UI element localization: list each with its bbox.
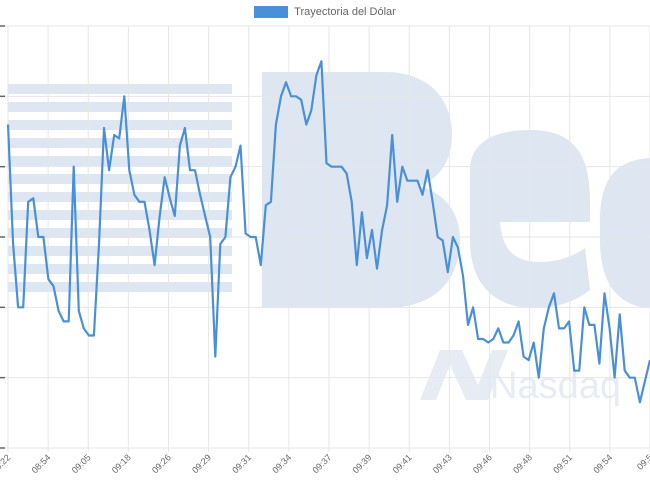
x-tick-label: 09:54 xyxy=(591,452,614,475)
x-tick-label: 08:54 xyxy=(30,452,53,475)
x-tick-label: 09:18 xyxy=(110,452,133,475)
grid xyxy=(0,25,650,452)
x-tick-label: 09:39 xyxy=(351,452,374,475)
y-axis-ticks xyxy=(0,25,5,449)
x-tick-label: 09:05 xyxy=(70,452,93,475)
x-tick-label: 09:31 xyxy=(230,452,253,475)
watermark-logo: Nasdaq xyxy=(8,72,650,407)
x-tick-label: 09:43 xyxy=(431,452,454,475)
legend[interactable]: Trayectoria del Dólar xyxy=(0,6,650,19)
x-axis-ticks: 08:22 08:54 09:05 09:18 09:26 09:29 09:31 09:34… xyxy=(0,452,650,475)
x-tick-label: 09:26 xyxy=(150,452,173,475)
x-tick-label: 09:51 xyxy=(551,452,574,475)
legend-swatch xyxy=(254,6,289,19)
x-tick-label: 09:34 xyxy=(270,452,293,475)
svg-text:Nasdaq: Nasdaq xyxy=(490,365,621,407)
x-tick-label: 09:48 xyxy=(511,452,534,475)
x-tick-label: 09:37 xyxy=(310,452,333,475)
x-tick-label: 09:46 xyxy=(471,452,494,475)
series-layer xyxy=(6,60,650,404)
series-line-trayectoria[interactable] xyxy=(6,60,650,404)
x-tick-label: 09:5 xyxy=(635,452,650,471)
x-tick-label: 09:41 xyxy=(391,452,414,475)
x-tick-label: 08:22 xyxy=(0,452,12,475)
x-tick-label: 09:29 xyxy=(190,452,213,475)
legend-label: Trayectoria del Dólar xyxy=(294,6,396,19)
